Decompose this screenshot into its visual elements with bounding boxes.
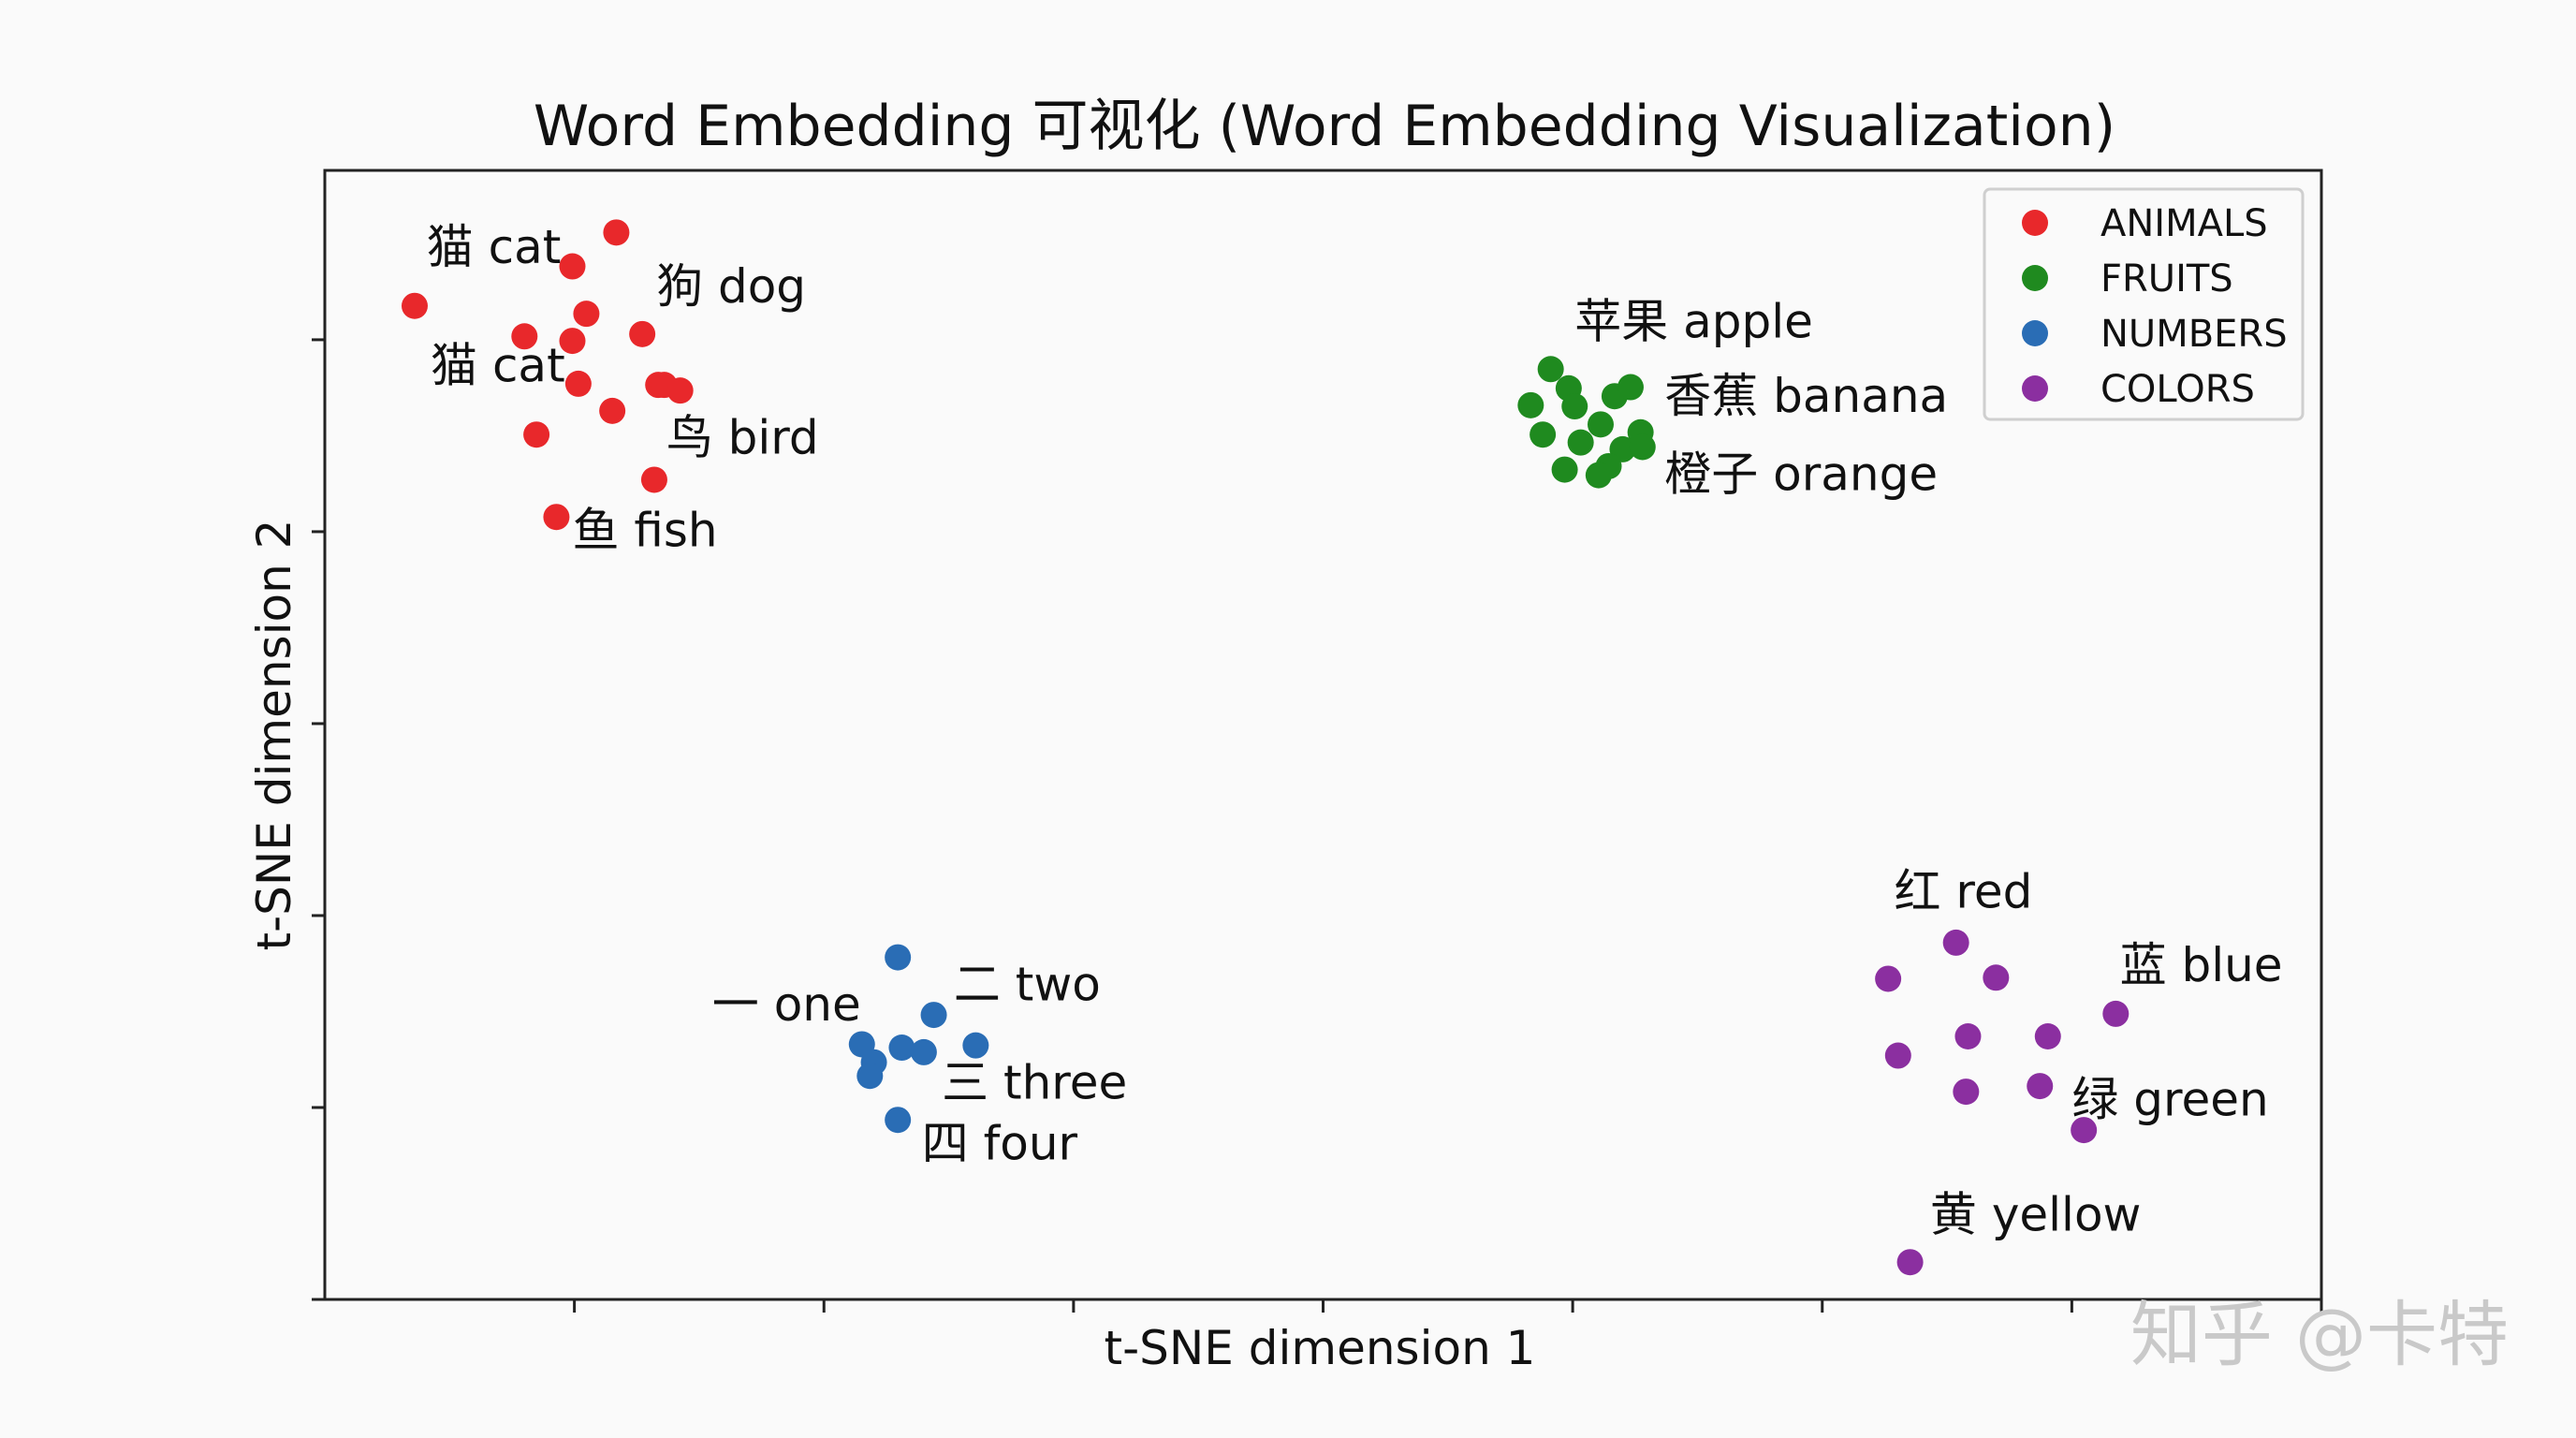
point-animals-7 bbox=[564, 370, 592, 397]
point-annotation-0: 猫 cat bbox=[427, 220, 562, 274]
point-colors-1 bbox=[1942, 929, 1969, 956]
point-annotation-6: 香蕉 banana bbox=[1664, 369, 1948, 423]
point-numbers-1 bbox=[920, 1002, 947, 1029]
legend-marker-fruits bbox=[2022, 265, 2048, 291]
point-numbers-5 bbox=[910, 1038, 937, 1065]
point-annotation-4: 鱼 fish bbox=[572, 504, 717, 558]
point-fruits-8 bbox=[1567, 429, 1594, 456]
point-annotation-10: 三 three bbox=[942, 1055, 1127, 1109]
point-animals-11 bbox=[523, 421, 550, 448]
point-annotation-7: 橙子 orange bbox=[1664, 447, 1938, 501]
legend-label-colors: COLORS bbox=[2100, 368, 2255, 411]
legend: ANIMALS FRUITS NUMBERS COLORS bbox=[1983, 187, 2305, 421]
point-fruits-14 bbox=[1629, 433, 1656, 461]
point-annotation-8: 一 one bbox=[712, 977, 861, 1032]
point-colors-0 bbox=[1875, 965, 1902, 992]
point-colors-6 bbox=[2027, 1073, 2054, 1100]
point-numbers-8 bbox=[885, 1107, 912, 1134]
point-numbers-3 bbox=[888, 1034, 915, 1062]
y-axis-label: t-SNE dimension 2 bbox=[247, 520, 301, 951]
point-animals-10 bbox=[666, 377, 694, 404]
point-annotation-1: 狗 dog bbox=[656, 259, 806, 314]
point-animals-6 bbox=[511, 323, 538, 350]
chart-title: Word Embedding 可视化 (Word Embedding Visua… bbox=[534, 94, 2115, 159]
point-annotations: 猫 cat 狗 dog 猫 cat 鸟 bird 鱼 fish 苹果 apple 香蕉 ba… bbox=[427, 220, 2283, 1242]
point-numbers-6 bbox=[962, 1032, 989, 1059]
legend-marker-colors bbox=[2022, 375, 2048, 402]
point-colors-7 bbox=[2071, 1117, 2098, 1144]
point-colors-3 bbox=[1884, 1042, 1911, 1069]
point-animals-3 bbox=[573, 301, 600, 328]
point-annotation-12: 红 red bbox=[1895, 865, 2033, 919]
legend-label-animals: ANIMALS bbox=[2100, 202, 2268, 245]
point-fruits-7 bbox=[1530, 421, 1557, 448]
point-numbers-7 bbox=[856, 1063, 884, 1090]
point-colors-10 bbox=[1896, 1249, 1924, 1276]
point-annotation-14: 绿 green bbox=[2071, 1072, 2268, 1126]
point-fruits-5 bbox=[1617, 374, 1644, 401]
point-animals-14 bbox=[543, 504, 570, 531]
legend-marker-animals bbox=[2022, 210, 2048, 236]
point-fruits-6 bbox=[1587, 411, 1614, 438]
legend-label-numbers: NUMBERS bbox=[2100, 313, 2288, 356]
point-annotation-5: 苹果 apple bbox=[1574, 294, 1813, 348]
point-fruits-12 bbox=[1551, 456, 1578, 483]
point-fruits-13 bbox=[1585, 462, 1612, 489]
point-numbers-0 bbox=[885, 944, 912, 971]
x-axis-label: t-SNE dimension 1 bbox=[1105, 1321, 1536, 1375]
point-annotation-13: 蓝 blue bbox=[2120, 938, 2283, 992]
point-animals-2 bbox=[559, 253, 586, 280]
point-colors-8 bbox=[2034, 1023, 2061, 1050]
point-fruits-0 bbox=[1537, 356, 1564, 383]
point-annotation-3: 鸟 bird bbox=[666, 411, 819, 465]
point-animals-0 bbox=[401, 292, 428, 319]
point-colors-5 bbox=[1953, 1078, 1980, 1106]
point-annotation-11: 四 four bbox=[922, 1116, 1078, 1170]
point-animals-1 bbox=[603, 219, 630, 246]
watermark-text: 知乎 @卡特 bbox=[2130, 1293, 2509, 1376]
legend-label-fruits: FRUITS bbox=[2100, 257, 2233, 301]
axis-ticks bbox=[312, 338, 2323, 1313]
point-fruits-2 bbox=[1517, 391, 1544, 418]
point-colors-4 bbox=[1954, 1023, 1982, 1050]
point-annotation-2: 猫 cat bbox=[431, 339, 565, 393]
data-points bbox=[401, 219, 2130, 1276]
legend-marker-numbers bbox=[2022, 320, 2048, 346]
point-colors-2 bbox=[1983, 964, 2010, 991]
point-animals-5 bbox=[559, 328, 586, 355]
legend-box bbox=[1983, 187, 2305, 421]
point-annotation-15: 黄 yellow bbox=[1930, 1187, 2142, 1241]
point-annotation-9: 二 two bbox=[954, 957, 1101, 1011]
point-animals-13 bbox=[640, 466, 667, 493]
point-animals-4 bbox=[629, 320, 656, 347]
point-animals-12 bbox=[599, 397, 626, 424]
point-fruits-3 bbox=[1561, 393, 1588, 420]
point-colors-9 bbox=[2102, 1000, 2130, 1027]
